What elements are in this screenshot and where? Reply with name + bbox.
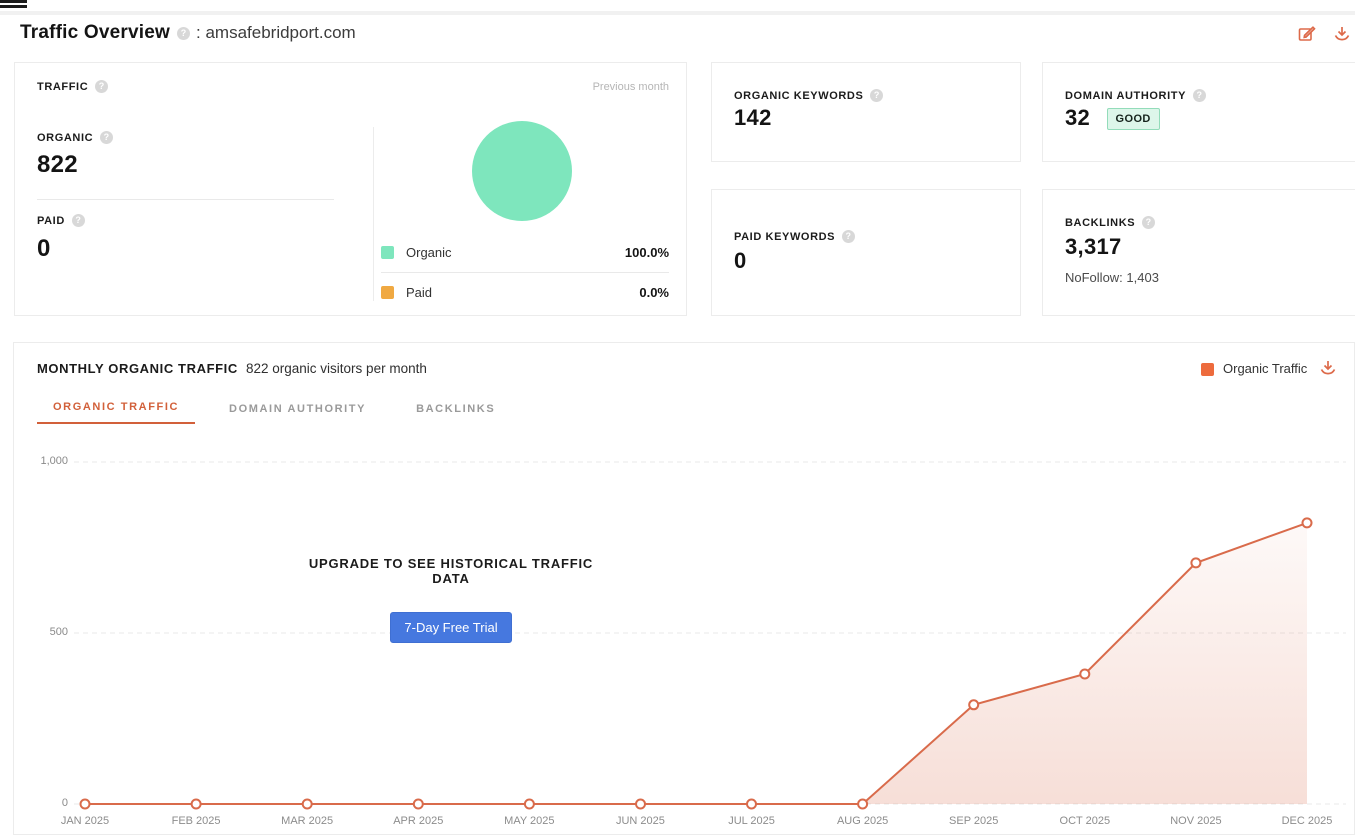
download-chart-icon[interactable] (1319, 359, 1337, 377)
x-tick-label: JAN 2025 (60, 815, 110, 827)
upgrade-overlay: UPGRADE TO SEE HISTORICAL TRAFFIC DATA 7… (291, 556, 611, 643)
paid-traffic-label: PAID ? (37, 214, 85, 227)
legend-percent: 100.0% (624, 245, 669, 260)
page-header: Traffic Overview ? : amsafebridport.com (20, 22, 356, 44)
x-tick-label: MAR 2025 (281, 815, 334, 827)
y-tick-label: 500 (49, 626, 68, 638)
backlinks-label: BACKLINKS ? (1065, 216, 1156, 229)
info-icon[interactable]: ? (1142, 216, 1156, 229)
paid-keywords-value: 0 (734, 248, 747, 273)
organic-traffic-value: 822 (37, 151, 78, 178)
domain-authority-card: DOMAIN AUTHORITY ? 32 GOOD (1042, 62, 1355, 162)
paid-keywords-label: PAID KEYWORDS ? (734, 230, 856, 243)
domain-label: : amsafebridport.com (196, 23, 356, 42)
legend-row-paid: Paid 0.0% (381, 272, 669, 311)
x-tick-label: MAY 2025 (504, 815, 555, 827)
traffic-card-title: TRAFFIC ? (37, 80, 109, 93)
x-tick-label: JUN 2025 (615, 815, 665, 827)
paid-keywords-card: PAID KEYWORDS ? 0 (711, 189, 1021, 316)
chart-point-11[interactable] (1301, 517, 1313, 529)
organic-keywords-label: ORGANIC KEYWORDS ? (734, 89, 884, 102)
organic-traffic-label: ORGANIC ? (37, 131, 114, 144)
legend-percent: 0.0% (639, 284, 669, 300)
traffic-pie-chart (472, 121, 572, 221)
organic-keywords-card: ORGANIC KEYWORDS ? 142 (711, 62, 1021, 162)
x-tick-label: AUG 2025 (836, 815, 889, 827)
free-trial-button[interactable]: 7-Day Free Trial (390, 612, 512, 643)
x-tick-label: FEB 2025 (171, 815, 221, 827)
organic-traffic-swatch-icon (1201, 363, 1214, 376)
y-tick-label: 1,000 (40, 455, 68, 467)
tab-backlinks[interactable]: BACKLINKS (416, 403, 496, 415)
chart-point-7[interactable] (857, 798, 869, 810)
info-icon[interactable]: ? (95, 80, 109, 93)
legend-label: Organic (406, 245, 452, 260)
organic-traffic-chart[interactable] (14, 343, 1355, 836)
edit-report-icon[interactable] (1298, 25, 1316, 43)
info-icon[interactable]: ? (100, 131, 114, 144)
backlinks-value: 3,317 (1065, 234, 1122, 259)
divider (373, 127, 374, 301)
chart-point-6[interactable] (746, 798, 757, 810)
info-icon[interactable]: ? (842, 230, 856, 243)
x-tick-label: APR 2025 (393, 815, 444, 827)
traffic-card: TRAFFIC ? Previous month ORGANIC ? 822 P… (14, 62, 687, 316)
domain-authority-badge: GOOD (1106, 108, 1160, 130)
upgrade-message: UPGRADE TO SEE HISTORICAL TRAFFIC DATA (308, 556, 594, 586)
chart-legend-label: Organic Traffic (1223, 361, 1308, 376)
info-icon[interactable]: ? (71, 214, 85, 227)
organic-keywords-value: 142 (734, 105, 772, 130)
page-title: Traffic Overview (20, 22, 170, 43)
chart-point-8[interactable] (968, 699, 980, 711)
top-divider-strip (0, 11, 1355, 15)
menu-bar-fragment-icon (0, 5, 27, 8)
y-tick-label: 0 (61, 797, 68, 809)
x-tick-label: JUL 2025 (728, 815, 775, 827)
chart-point-4[interactable] (523, 798, 535, 810)
monthly-traffic-card: MONTHLY ORGANIC TRAFFIC 822 organic visi… (13, 342, 1355, 835)
info-icon[interactable]: ? (1193, 89, 1207, 102)
monthly-traffic-subtitle: 822 organic visitors per month (246, 361, 427, 376)
info-icon[interactable]: ? (870, 89, 884, 102)
previous-month-label: Previous month (592, 81, 669, 93)
x-tick-label: OCT 2025 (1059, 815, 1111, 827)
legend-row-organic: Organic 100.0% (381, 233, 669, 272)
chart-tabs: ORGANIC TRAFFIC DOMAIN AUTHORITY BACKLIN… (37, 401, 495, 424)
tab-domain-authority[interactable]: DOMAIN AUTHORITY (229, 403, 367, 415)
x-tick-label: DEC 2025 (1281, 815, 1333, 827)
organic-swatch-icon (381, 246, 394, 259)
x-tick-label: SEP 2025 (949, 815, 999, 827)
nofollow-count: NoFollow: 1,403 (1065, 270, 1159, 285)
chart-point-1[interactable] (190, 798, 202, 810)
paid-traffic-value: 0 (37, 235, 51, 262)
domain-authority-value: 32 (1065, 105, 1091, 130)
domain-authority-label: DOMAIN AUTHORITY ? (1065, 89, 1207, 102)
chart-point-0[interactable] (79, 798, 91, 810)
paid-swatch-icon (381, 285, 394, 299)
chart-point-2[interactable] (301, 798, 313, 810)
pie-legend: Organic 100.0% Paid 0.0% (381, 233, 669, 311)
legend-label: Paid (406, 284, 433, 300)
backlinks-card: BACKLINKS ? 3,317 NoFollow: 1,403 (1042, 189, 1355, 316)
chart-point-10[interactable] (1190, 557, 1202, 569)
divider (37, 199, 334, 200)
x-tick-label: NOV 2025 (1170, 815, 1222, 827)
info-icon[interactable]: ? (177, 26, 190, 40)
chart-point-5[interactable] (635, 798, 646, 810)
chart-point-3[interactable] (412, 798, 424, 810)
menu-bar-fragment-icon (0, 0, 27, 3)
chart-point-9[interactable] (1079, 668, 1091, 680)
download-icon[interactable] (1333, 25, 1351, 43)
monthly-traffic-title: MONTHLY ORGANIC TRAFFIC (37, 361, 238, 376)
tab-organic-traffic[interactable]: ORGANIC TRAFFIC (37, 401, 196, 424)
